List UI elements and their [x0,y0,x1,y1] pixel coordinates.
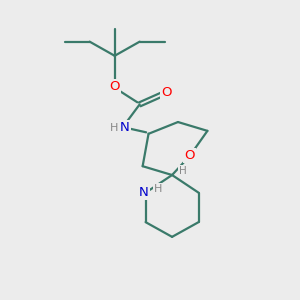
Text: H: H [154,184,162,194]
Text: O: O [110,80,120,93]
Text: H: H [110,123,118,133]
Text: N: N [120,122,130,134]
Text: O: O [161,86,171,99]
Text: N: N [139,186,149,199]
Text: H: H [178,166,186,176]
Text: O: O [184,149,195,162]
